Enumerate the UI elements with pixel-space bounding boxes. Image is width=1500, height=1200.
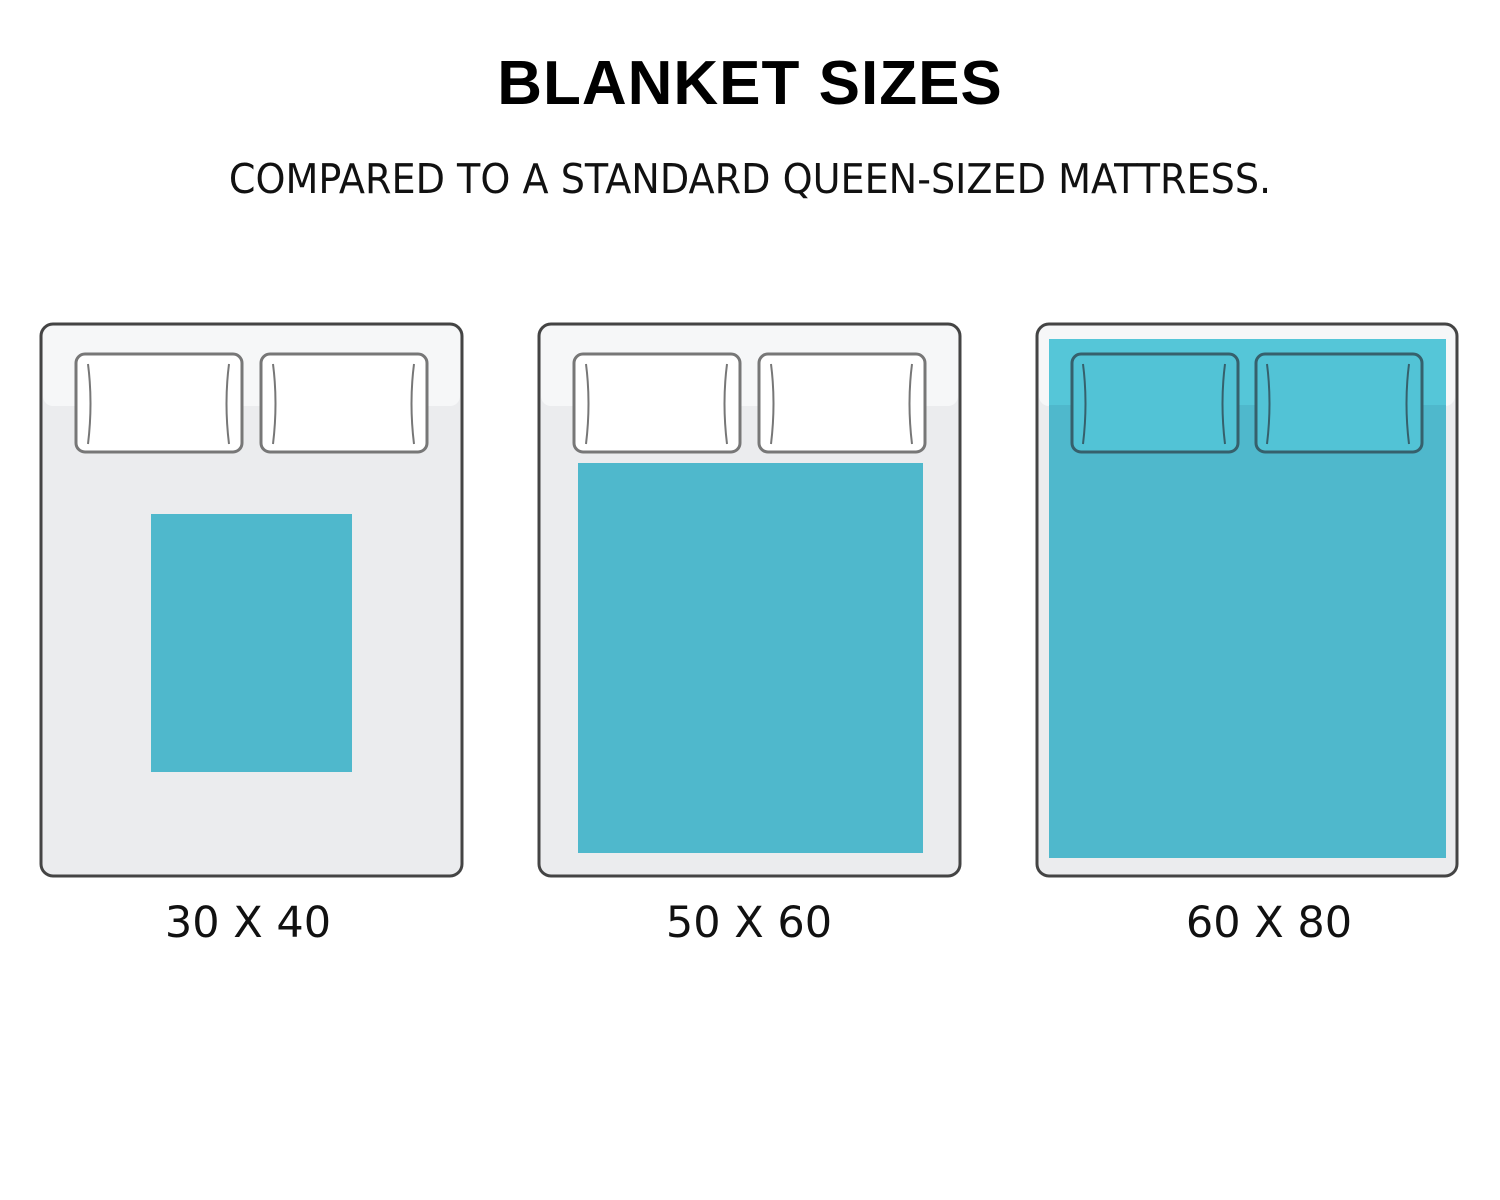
size-label-50x60: 50 X 60 (665, 898, 833, 948)
blanket (151, 514, 352, 772)
pillow-left (572, 352, 742, 454)
size-label-30x40: 30 X 40 (164, 898, 332, 948)
pillow-left (74, 352, 244, 454)
bed-30x40 (39, 322, 464, 878)
pillow-right (259, 352, 429, 454)
bed-60x80 (1035, 322, 1459, 878)
page-title: BLANKET SIZES (497, 49, 1003, 118)
page-subtitle: COMPARED TO A STANDARD QUEEN-SIZED MATTR… (228, 155, 1272, 203)
size-label-60x80: 60 X 80 (1185, 898, 1353, 948)
blanket (578, 463, 923, 853)
pillow-right (1254, 352, 1424, 454)
pillow-right (757, 352, 927, 454)
bed-50x60 (537, 322, 962, 878)
pillow-left (1070, 352, 1240, 454)
